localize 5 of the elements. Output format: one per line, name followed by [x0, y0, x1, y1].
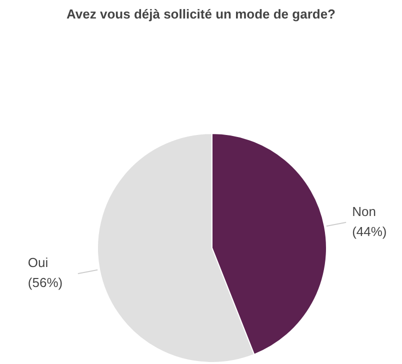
chart-title: Avez vous déjà sollicité un mode de garde? — [66, 6, 336, 22]
slice-label: Oui — [28, 255, 48, 270]
data-label: (56%) — [28, 275, 63, 290]
data-label: (44%) — [352, 224, 387, 239]
slice-label: Non — [352, 204, 376, 219]
